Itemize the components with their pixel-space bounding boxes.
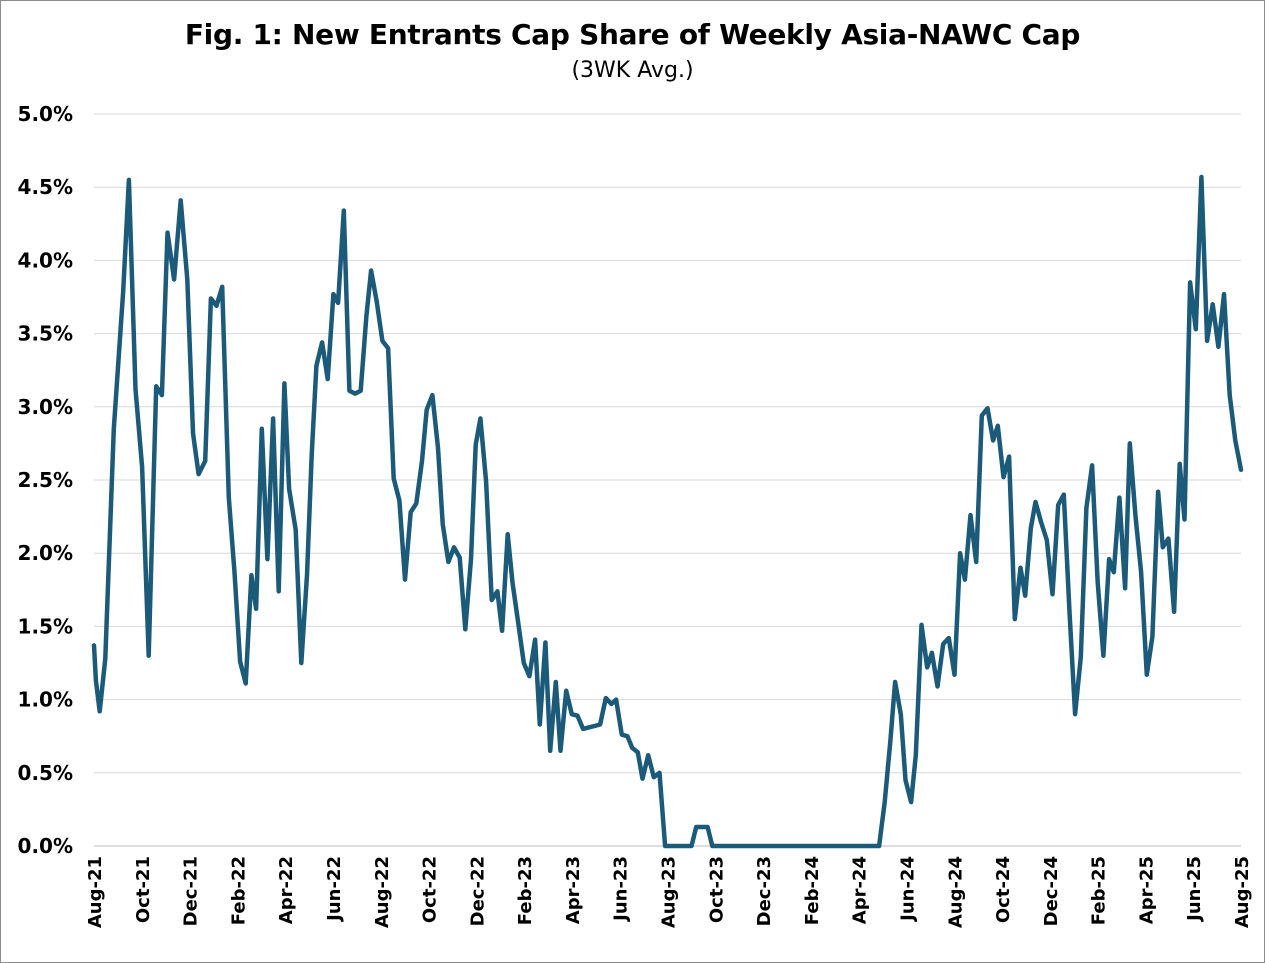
y-tick-label: 5.0% <box>18 102 73 126</box>
x-tick-label: Aug-22 <box>372 856 393 928</box>
x-tick-label: Jun-24 <box>897 856 918 923</box>
x-tick-label: Apr-22 <box>276 856 297 924</box>
y-tick-label: 2.5% <box>18 468 73 492</box>
x-tick-label: Feb-25 <box>1089 856 1110 925</box>
y-tick-label: 0.5% <box>18 761 73 785</box>
x-tick-label: Dec-23 <box>754 856 775 926</box>
y-tick-label: 4.0% <box>18 248 73 272</box>
y-tick-label: 3.0% <box>18 395 73 419</box>
x-axis-tick-labels: Aug-21 Oct-21 Dec-21 Feb-22 Apr-22 Jun-22 Aug-… <box>85 856 1253 928</box>
chart-subtitle: (3WK Avg.) <box>571 58 694 83</box>
x-tick-label: Oct-23 <box>706 856 727 923</box>
x-tick-label: Aug-23 <box>659 856 680 928</box>
y-tick-label: 2.0% <box>18 541 73 565</box>
y-tick-label: 0.0% <box>18 834 73 858</box>
x-tick-label: Apr-25 <box>1136 856 1157 924</box>
y-tick-label: 4.5% <box>18 175 73 199</box>
x-tick-label: Feb-22 <box>228 856 249 925</box>
y-tick-label: 1.0% <box>18 688 73 712</box>
x-tick-label: Apr-23 <box>563 856 584 924</box>
x-tick-label: Jun-23 <box>611 856 632 923</box>
x-tick-label: Oct-21 <box>133 856 154 923</box>
chart-title: Fig. 1: New Entrants Cap Share of Weekly… <box>184 18 1081 51</box>
x-tick-label: Feb-24 <box>802 856 823 925</box>
x-tick-label: Jun-22 <box>324 856 345 923</box>
x-tick-label: Dec-22 <box>467 856 488 926</box>
x-tick-label: Jun-25 <box>1184 856 1205 923</box>
x-tick-label: Aug-21 <box>85 856 106 928</box>
x-tick-label: Oct-24 <box>993 856 1014 923</box>
x-tick-label: Dec-24 <box>1041 856 1062 926</box>
series-layer <box>91 174 1244 849</box>
series-line <box>91 174 1244 849</box>
x-tick-label: Aug-25 <box>1232 856 1253 928</box>
x-tick-label: Dec-21 <box>181 856 202 926</box>
x-tick-label: Aug-24 <box>945 856 966 928</box>
x-tick-label: Feb-23 <box>515 856 536 925</box>
x-tick-label: Oct-22 <box>420 856 441 923</box>
y-tick-label: 3.5% <box>18 322 73 346</box>
y-tick-label: 1.5% <box>18 614 73 638</box>
x-tick-label: Apr-24 <box>850 856 871 924</box>
y-axis-tick-labels: 0.0% 0.5% 1.0% 1.5% 2.0% 2.5% 3.0% 3.5% 4.0% 4.5%… <box>18 102 73 858</box>
